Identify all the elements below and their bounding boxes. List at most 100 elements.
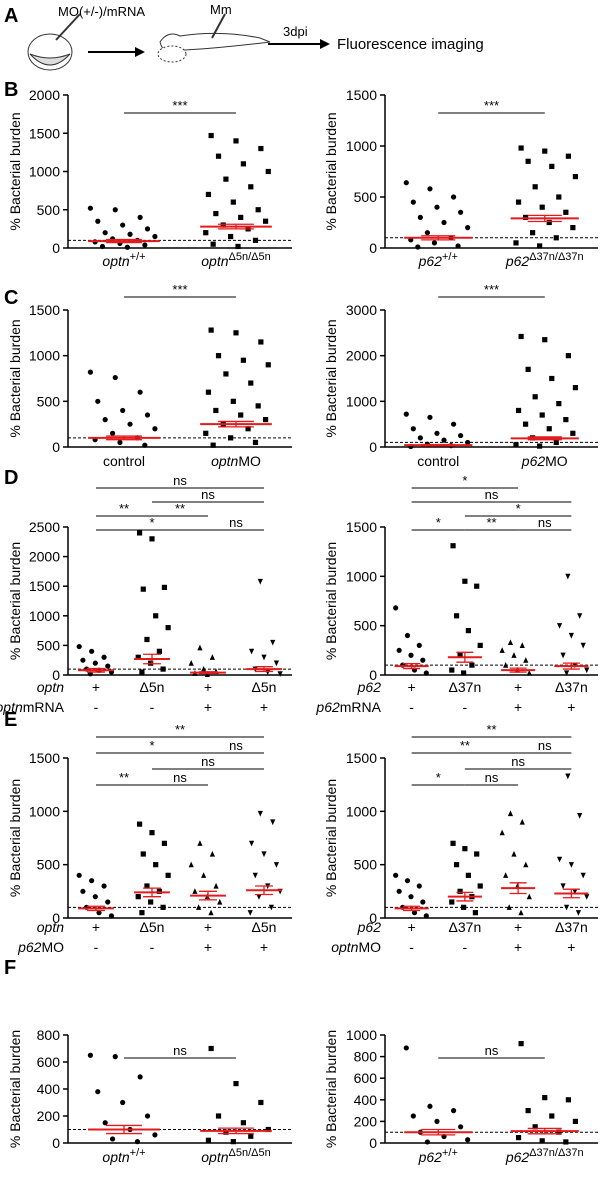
data-point (144, 1113, 151, 1119)
data-point (149, 830, 155, 836)
data-point (240, 161, 246, 167)
data-point (210, 442, 216, 448)
y-tick-label: 1500 (29, 750, 60, 766)
data-point (270, 639, 276, 646)
data-point (539, 204, 545, 210)
label-part: p62 (521, 453, 546, 469)
data-point (265, 168, 271, 175)
data-point (450, 840, 456, 846)
data-point (144, 883, 150, 889)
data-point (92, 660, 98, 666)
row-value: Δ37n (449, 919, 482, 935)
error-bar (106, 238, 142, 244)
data-point (95, 1089, 101, 1095)
data-point (515, 1135, 522, 1141)
error-bar (421, 443, 456, 447)
row-value: + (204, 919, 212, 935)
data-point (233, 330, 239, 336)
y-tick-label: 0 (369, 439, 377, 455)
significance-label: ns (201, 754, 215, 769)
data-point (208, 132, 214, 139)
arrow-head (135, 47, 145, 57)
data-point (208, 909, 214, 916)
data-point (584, 894, 590, 900)
significance-label: ns (173, 473, 187, 488)
category-label: p62mRNA (315, 699, 381, 715)
data-point (120, 1099, 126, 1106)
significance-label: ns (485, 487, 499, 502)
data-point (556, 856, 563, 863)
significance-label: *** (484, 282, 499, 297)
error-bar (509, 882, 527, 895)
data-point (142, 242, 148, 248)
panel-letter: C (4, 287, 18, 309)
label-part: p62 (505, 253, 530, 269)
data-point (153, 613, 159, 619)
data-point (465, 439, 471, 446)
data-point (230, 398, 236, 404)
data-point (519, 642, 525, 648)
significance-label: ns (485, 770, 499, 785)
data-point (248, 648, 255, 655)
category-label: p62Δ37n/Δ37n (505, 251, 584, 269)
data-point (519, 818, 525, 825)
data-point (503, 872, 509, 878)
label-part: optn (331, 939, 358, 955)
label-part: p62 (418, 1149, 443, 1165)
data-point (416, 642, 422, 649)
y-tick-label: 1500 (346, 519, 377, 535)
data-point (584, 667, 590, 674)
data-point (424, 1139, 430, 1145)
data-point (427, 186, 433, 192)
data-point (462, 578, 468, 584)
data-point (424, 230, 430, 236)
data-point (139, 669, 145, 675)
significance-label: ns (538, 515, 552, 530)
y-tick-label: 500 (37, 857, 61, 873)
data-point (205, 389, 212, 395)
data-point (230, 1139, 236, 1145)
significance-label: * (436, 770, 441, 785)
data-point (105, 663, 111, 669)
data-point (434, 1118, 440, 1124)
data-point (572, 888, 578, 895)
data-point (408, 894, 414, 900)
y-tick-label: 1000 (346, 1027, 377, 1043)
data-point (102, 417, 108, 423)
label-part: p62 (418, 253, 443, 269)
data-point (203, 230, 209, 236)
data-point (410, 199, 416, 205)
significance-label: *** (172, 282, 187, 297)
row-value: + (260, 939, 268, 955)
y-tick-label: 1000 (29, 608, 60, 624)
data-point (575, 910, 582, 916)
data-point (240, 357, 246, 363)
data-point (415, 244, 421, 250)
data-point (417, 214, 423, 220)
data-point (101, 654, 107, 660)
category-label: p62 (357, 919, 382, 935)
y-tick-label: 2000 (29, 549, 60, 565)
data-point (570, 225, 576, 231)
error-bar (143, 887, 161, 898)
y-tick-label: 0 (52, 240, 60, 256)
data-point (515, 199, 522, 205)
data-point (462, 846, 468, 852)
significance-label: ns (511, 754, 525, 769)
label-part: control (103, 453, 145, 469)
data-point (499, 829, 505, 836)
row-value: + (514, 919, 522, 935)
label-part: Δ37n/Δ37n (529, 251, 583, 263)
data-point (472, 910, 479, 916)
data-point (523, 657, 529, 663)
y-tick-label: 500 (354, 618, 378, 634)
data-point (427, 1103, 433, 1109)
data-point (134, 1139, 141, 1145)
data-point (458, 432, 464, 439)
data-point (580, 642, 586, 649)
row-value: Δ5n (140, 679, 165, 695)
data-point (139, 910, 145, 916)
panel-letter: A (4, 5, 18, 27)
label-part: p62 (315, 699, 340, 715)
error-bar (562, 662, 580, 670)
